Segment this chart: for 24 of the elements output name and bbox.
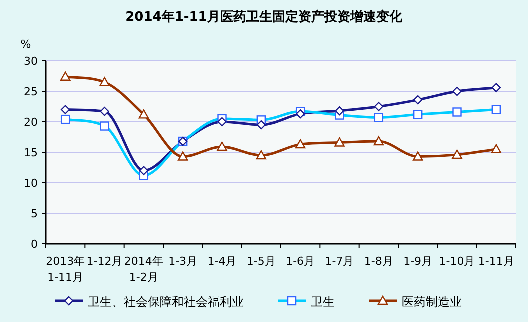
ylabel: % [20, 38, 32, 51]
x-tick-label: 1-3月 [168, 255, 198, 268]
x-tick-label: 1-6月 [286, 255, 316, 268]
y-tick-label: 5 [31, 208, 38, 220]
x-tick-label: 2013年1-11月 [46, 255, 86, 284]
x-tick-label: 1-7月 [325, 255, 354, 268]
x-tick-label: 2014年1-2月 [124, 255, 164, 284]
x-tick-label: 1-8月 [364, 255, 394, 268]
x-tick-label: 1-4月 [208, 255, 237, 268]
y-tick-label: 0 [31, 238, 38, 251]
y-tick-label: 30 [24, 55, 38, 68]
x-tick-label: 1-10月 [439, 255, 476, 268]
legend-label: 卫生 [311, 295, 335, 309]
y-tick-label: 25 [24, 86, 38, 98]
title: 2014年1-11月医药卫生固定资产投资增速变化 [126, 10, 402, 25]
x-tick-label: 1-11月 [478, 255, 514, 268]
legend-label: 卫生、社会保障和社会福利业 [88, 295, 244, 309]
y-tick-label: 20 [24, 116, 38, 129]
x-tick-label: 1-12月 [86, 255, 123, 268]
y-tick-label: 10 [24, 177, 38, 190]
x-tick-label: 1-9月 [404, 255, 433, 268]
y-tick-label: 15 [24, 146, 38, 160]
legend-label: 医药制造业 [402, 295, 462, 309]
x-tick-label: 1-5月 [246, 255, 276, 268]
